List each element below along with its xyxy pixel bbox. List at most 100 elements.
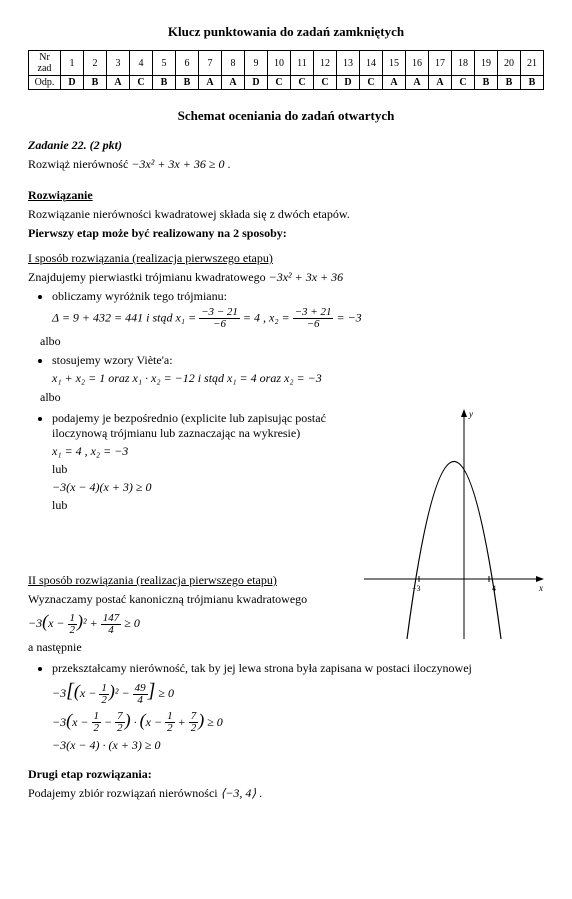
task-prompt: Rozwiąż nierówność −3x² + 3x + 36 ≥ 0 . (28, 157, 544, 172)
answer-key-ans: C (314, 76, 337, 90)
m2l2f1bd: 2 (115, 723, 125, 734)
answer-key-ans: C (130, 76, 153, 90)
answer-key-ans: A (199, 76, 222, 90)
m2l1-pre: −3 (52, 686, 66, 700)
answer-key-num: 21 (521, 51, 544, 76)
method1-heading: I sposób rozwiązania (realizacja pierwsz… (28, 251, 544, 266)
m2l1f2d: 4 (133, 695, 148, 706)
page-title: Klucz punktowania do zadań zamkniętych (28, 24, 544, 40)
m2l2-dot: · (131, 715, 140, 729)
stage2-text: Podajemy zbiór rozwiązań nierówności ⟨−3… (28, 786, 544, 801)
answer-key-header-row: Nr zad 123456789101112131415161718192021 (29, 51, 544, 76)
m2m1-plus: + (87, 616, 101, 630)
lub-1: lub (52, 462, 364, 477)
solution-heading: Rozwiązanie (28, 188, 544, 203)
answer-key-num: 6 (176, 51, 199, 76)
method1-line1: Znajdujemy pierwiastki trójmianu kwadrat… (28, 270, 544, 285)
task-prompt-pre: Rozwiąż nierówność (28, 157, 131, 171)
answer-key-num: 14 (360, 51, 383, 76)
m2m1-f2d: 4 (101, 625, 122, 636)
m2l2-p2mid: + (175, 715, 189, 729)
answer-key-num: 15 (383, 51, 406, 76)
b1-f2d: −6 (293, 319, 334, 330)
parabola-curve (407, 462, 501, 640)
m2m1-f1n: 1 (68, 613, 78, 625)
b3-m2: −3(x − 4)(x + 3) ≥ 0 (52, 480, 364, 495)
m2m1-pre: −3 (28, 616, 42, 630)
answer-key-num: 10 (268, 51, 291, 76)
answer-key-num: 2 (84, 51, 107, 76)
b1-math: Δ = 9 + 432 = 441 i stąd x₁ = −3 − 21−6 … (52, 307, 544, 330)
answer-key-ans: B (176, 76, 199, 90)
m2l2f2bd: 2 (189, 723, 199, 734)
m2m1-f1d: 2 (68, 625, 78, 636)
m2m1-ge: ≥ 0 (121, 616, 140, 630)
task-heading: Zadanie 22. (2 pkt) (28, 138, 544, 153)
method1-line1-pre: Znajdujemy pierwiastki trójmianu kwadrat… (28, 270, 269, 284)
task-prompt-expr: −3x² + 3x + 36 ≥ 0 (131, 157, 224, 171)
stage2-heading: Drugi etap rozwiązania: (28, 767, 544, 782)
m2-l3: −3(x − 4) · (x + 3) ≥ 0 (52, 738, 544, 753)
parabola-graph: x y −3 4 (364, 409, 544, 639)
lub-2: lub (52, 498, 364, 513)
solution-intro1: Rozwiązanie nierówności kwadratowej skła… (28, 207, 544, 222)
m2l1f2n: 49 (133, 683, 148, 695)
x-axis-label: x (538, 583, 543, 593)
m2m1-f2n: 147 (101, 613, 122, 625)
bullet-vieta: stosujemy wzory Viète'a: x₁ + x₂ = 1 ora… (52, 353, 544, 386)
answer-key-num: 7 (199, 51, 222, 76)
answer-key-ans: A (222, 76, 245, 90)
answer-key-num: 12 (314, 51, 337, 76)
answer-key-num: 18 (452, 51, 475, 76)
ans-label: Odp. (29, 76, 61, 90)
method2-line1: Wyznaczamy postać kanoniczną trójmianu k… (28, 592, 364, 607)
answer-key-ans: C (452, 76, 475, 90)
m2-l2: −3(x − 12 − 72) · (x − 12 + 72) ≥ 0 (52, 710, 544, 735)
answer-key-num: 16 (406, 51, 429, 76)
m2l2f2ad: 2 (165, 723, 175, 734)
answer-key-num: 13 (337, 51, 360, 76)
answer-key-num: 20 (498, 51, 521, 76)
method2-line2: a następnie (28, 640, 364, 655)
bullet-direct: podajemy je bezpośrednio (explicite lub … (52, 411, 364, 513)
answer-key-num: 9 (245, 51, 268, 76)
answer-key-num: 11 (291, 51, 314, 76)
y-axis-label: y (468, 409, 473, 419)
stage2-pre: Podajemy zbiór rozwiązań nierówności (28, 786, 221, 800)
answer-key-ans: A (406, 76, 429, 90)
b4-text: przekształcamy nierówność, tak by jej le… (52, 661, 472, 675)
m2l2-ge: ≥ 0 (204, 715, 223, 729)
m2l1f1d: 2 (99, 695, 109, 706)
answer-key-ans: A (107, 76, 130, 90)
b3-m1: x₁ = 4 , x₂ = −3 (52, 444, 364, 459)
method2-math1: −3((x − x − 12)² + 1474 ≥ 0 (28, 611, 364, 636)
stage2-interval: ⟨−3, 4⟩ (221, 786, 256, 800)
m2l1-ge: ≥ 0 (155, 686, 174, 700)
answer-key-num: 5 (153, 51, 176, 76)
answer-key-ans: D (245, 76, 268, 90)
answer-key-ans: B (84, 76, 107, 90)
b1-text: obliczamy wyróżnik tego trójmianu: (52, 289, 227, 303)
solution-intro2: Pierwszy etap może być realizowany na 2 … (28, 226, 544, 241)
m2l1f1n: 1 (99, 683, 109, 695)
root-left-label: −3 (412, 584, 421, 593)
bullet-factor: przekształcamy nierówność, tak by jej le… (52, 661, 544, 754)
answer-key-ans: B (153, 76, 176, 90)
stage2-post: . (256, 786, 262, 800)
b1-mid1: = 4 , x₂ = (240, 310, 293, 324)
answer-key-table: Nr zad 123456789101112131415161718192021… (28, 50, 544, 90)
m2l2f1ad: 2 (92, 723, 102, 734)
root-right-label: 4 (492, 584, 496, 593)
answer-key-ans: D (337, 76, 360, 90)
m2-l1: −3[(x − 12)² − 494] ≥ 0 (52, 680, 544, 706)
answer-key-num: 19 (475, 51, 498, 76)
answer-key-num: 3 (107, 51, 130, 76)
answer-key-ans: C (268, 76, 291, 90)
answer-key-ans: D (61, 76, 84, 90)
m2l2-p1mid: − (101, 715, 115, 729)
task-prompt-post: . (224, 157, 230, 171)
b2-text: stosujemy wzory Viète'a: (52, 353, 173, 367)
albo-2: albo (40, 390, 544, 405)
albo-1: albo (40, 334, 544, 349)
answer-key-ans: A (429, 76, 452, 90)
